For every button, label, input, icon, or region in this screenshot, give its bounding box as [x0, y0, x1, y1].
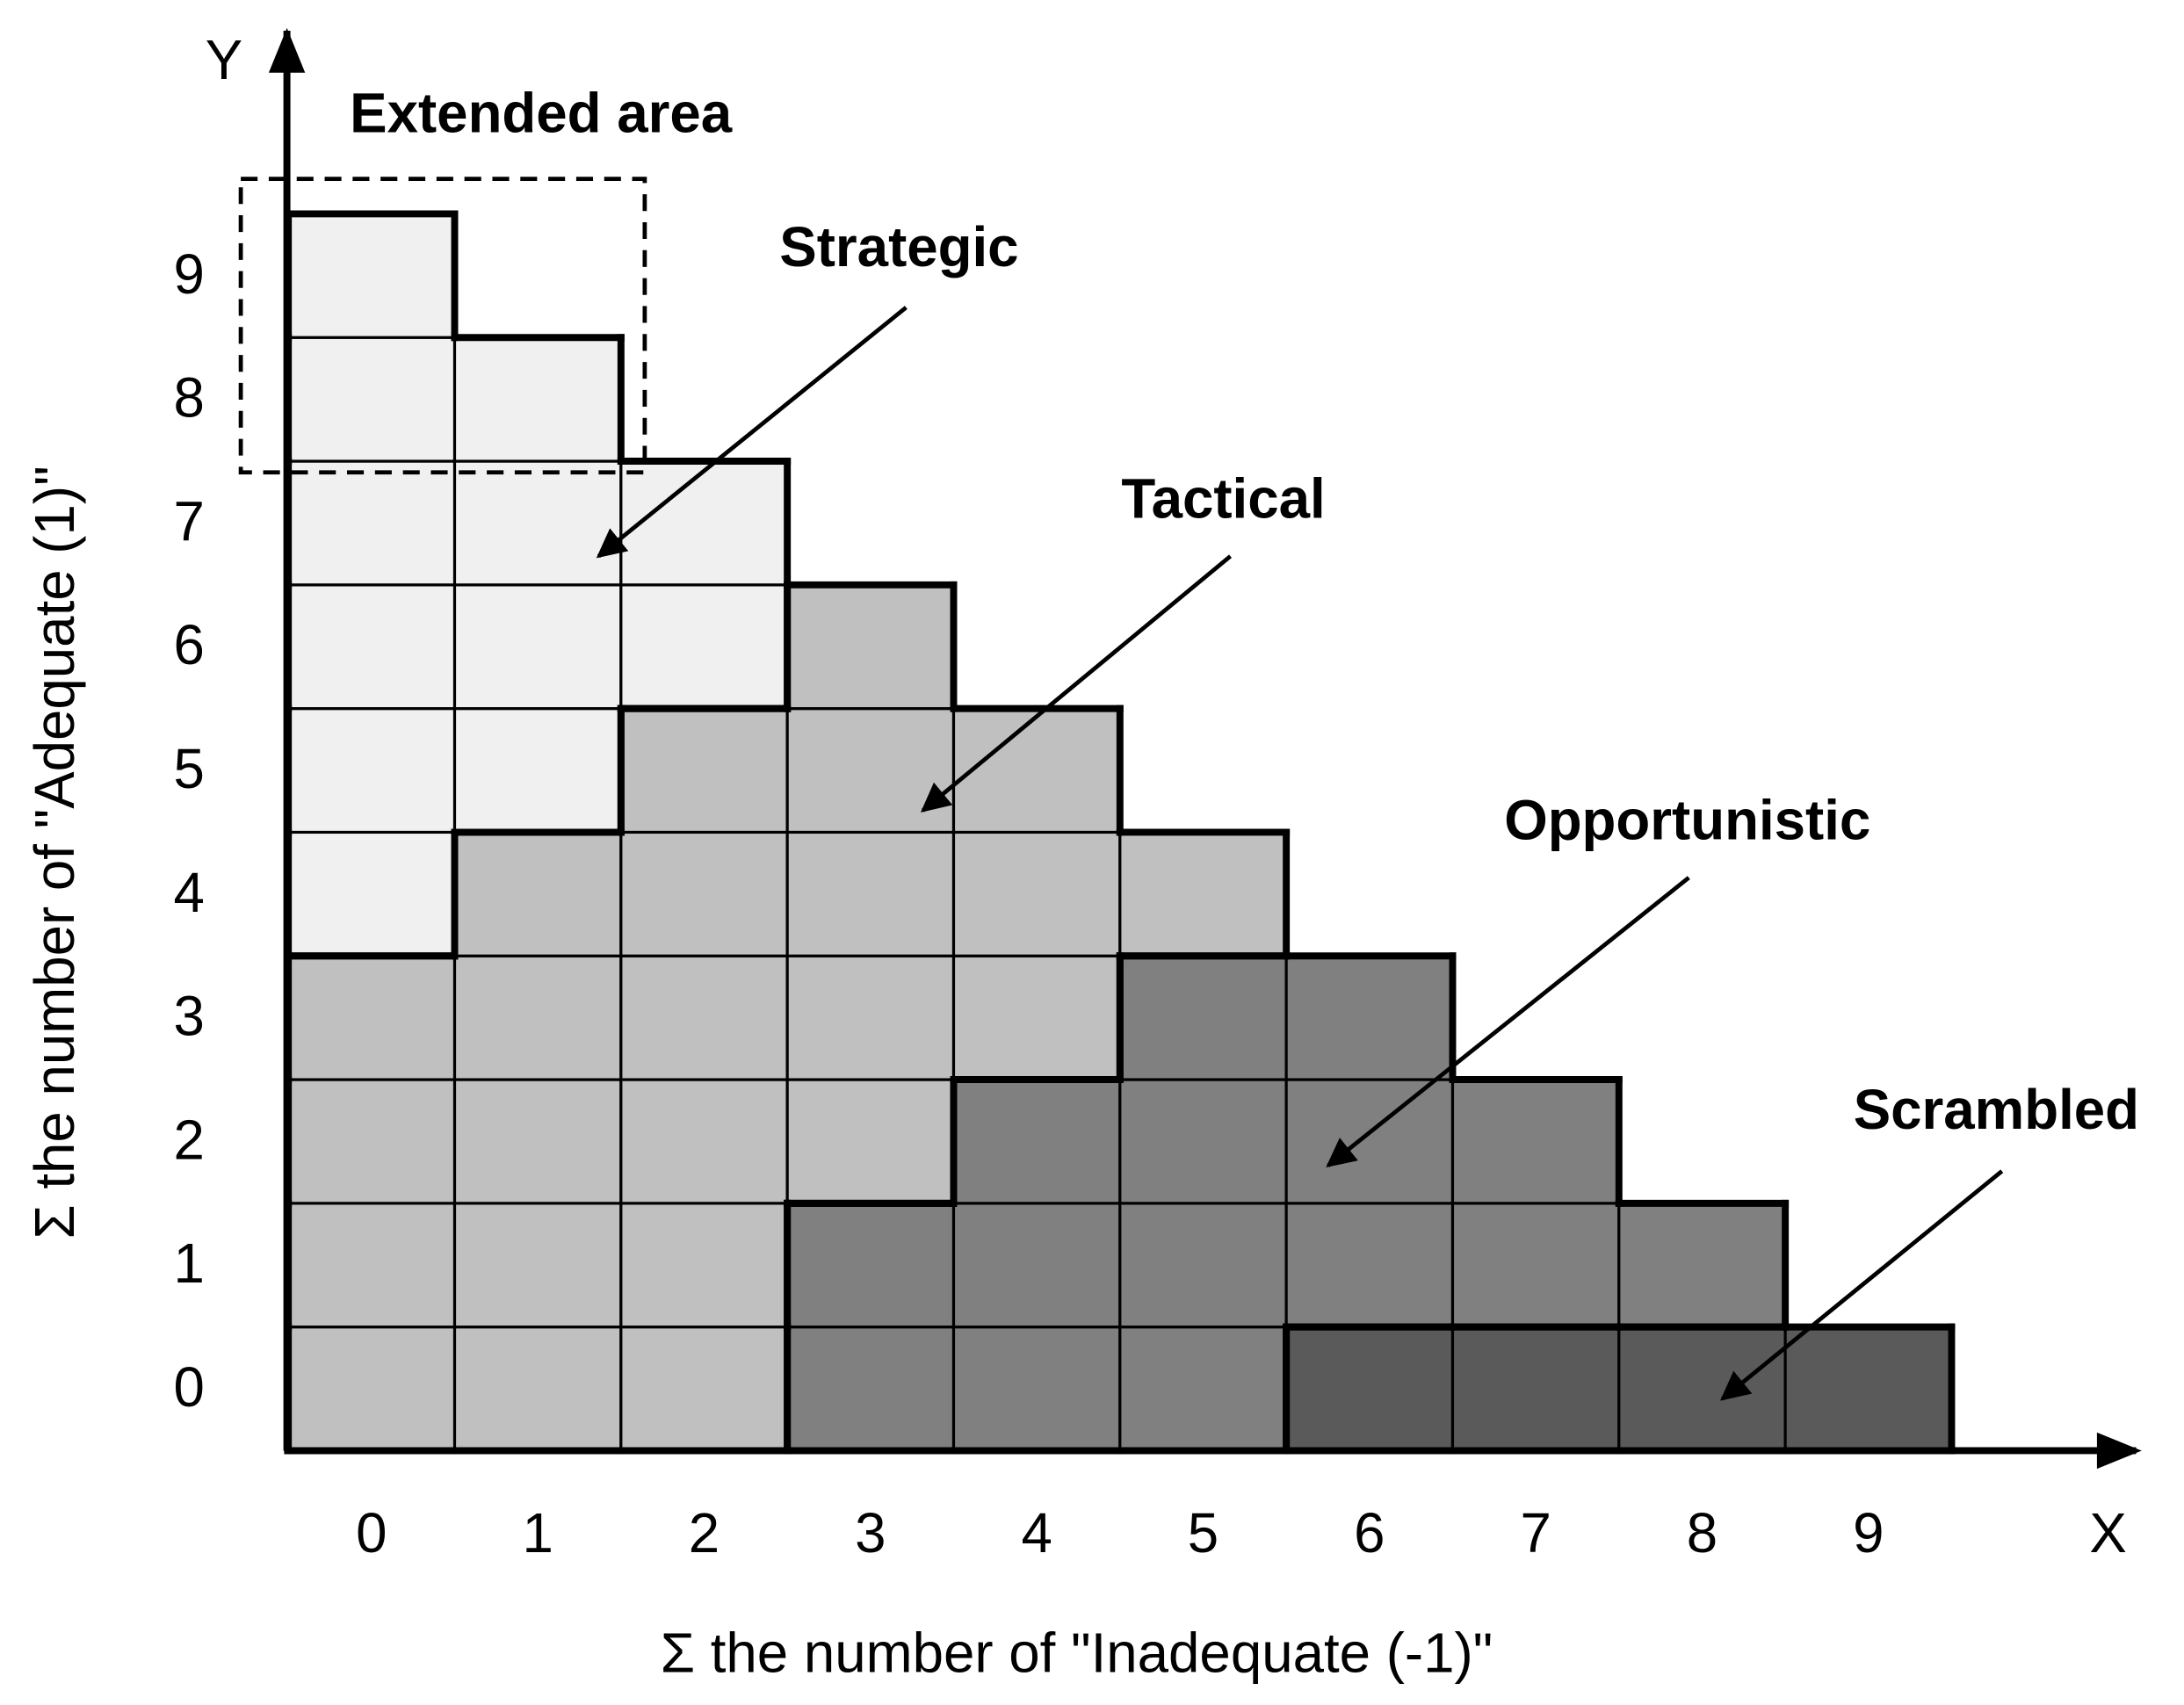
x-tick-label: 2 [689, 1502, 720, 1564]
x-tick-label: 8 [1687, 1502, 1718, 1564]
grid [286, 212, 1954, 1453]
cell [1284, 1078, 1455, 1205]
region-label: Scrambled [1854, 1079, 2139, 1141]
cell [1450, 1326, 1621, 1453]
arrow [1719, 1169, 2004, 1401]
cell [1284, 954, 1455, 1081]
cell [286, 583, 457, 711]
cell [1284, 1326, 1455, 1453]
y-tick-label: 2 [174, 1109, 205, 1171]
cell [1118, 830, 1288, 957]
cell [1617, 1326, 1787, 1453]
cell [785, 707, 956, 834]
cell [1617, 1202, 1787, 1329]
cell [619, 1326, 789, 1453]
cell [951, 1326, 1122, 1453]
cell [619, 954, 789, 1081]
x-tick-label: 6 [1354, 1502, 1385, 1564]
cell [1118, 1202, 1288, 1329]
cell [619, 1202, 789, 1329]
cell [452, 707, 623, 834]
cell [286, 707, 457, 834]
cell [785, 830, 956, 957]
x-axis-title: Σ the number of "Inadequate (-1)" [661, 1622, 1493, 1685]
region-label: Strategic [779, 216, 1018, 278]
cell [1118, 1326, 1288, 1453]
region-label: Tactical [1121, 468, 1325, 531]
cell [452, 336, 623, 463]
cell [286, 1202, 457, 1329]
cell [452, 830, 623, 957]
cell [452, 583, 623, 711]
x-tick-label: 7 [1520, 1502, 1551, 1564]
cell [452, 1326, 623, 1453]
x-tick-label: 4 [1021, 1502, 1052, 1564]
cell [286, 1078, 457, 1205]
cell [286, 954, 457, 1081]
cell [1783, 1326, 1954, 1453]
cell [951, 1078, 1122, 1205]
x-tick-label: 3 [855, 1502, 886, 1564]
cell [785, 1326, 956, 1453]
cell [452, 459, 623, 587]
extended-area-box [238, 177, 647, 475]
arrow [1326, 876, 1690, 1167]
y-tick-label: 4 [174, 862, 205, 924]
y-axis-title: Σ the number of "Adequate (1)" [24, 466, 86, 1239]
cell [286, 459, 457, 587]
y-tick-label: 5 [174, 738, 205, 800]
y-tick-label: 0 [174, 1356, 205, 1419]
y-tick-label: 7 [174, 490, 205, 553]
x-tick-label: 9 [1853, 1502, 1884, 1564]
cell [286, 1326, 457, 1453]
cell [785, 1202, 956, 1329]
y-tick-label: 1 [174, 1232, 205, 1295]
extended-area-label: Extended area [350, 82, 733, 144]
cell [619, 583, 789, 711]
cell [951, 830, 1122, 957]
cell [951, 707, 1122, 834]
arrow [596, 306, 908, 559]
cell [452, 1078, 623, 1205]
cell [286, 336, 457, 463]
cell [1450, 1078, 1621, 1205]
cell [619, 707, 789, 834]
region-label: Opportunistic [1504, 789, 1870, 851]
y-axis-letter: Y [206, 29, 242, 91]
arrow [920, 554, 1233, 813]
cell [785, 1078, 956, 1205]
cell [619, 459, 789, 587]
cell [1118, 1078, 1288, 1205]
x-tick-label: 5 [1188, 1502, 1219, 1564]
cell [619, 830, 789, 957]
x-axis-arrow [2096, 1432, 2142, 1470]
x-axis-letter: X [2089, 1502, 2126, 1564]
y-tick-label: 9 [174, 243, 205, 306]
x-tick-label: 1 [522, 1502, 553, 1564]
y-tick-label: 8 [174, 367, 205, 430]
cell [951, 954, 1122, 1081]
y-tick-label: 6 [174, 614, 205, 676]
cell [785, 954, 956, 1081]
cell [619, 1078, 789, 1205]
cell [1284, 1202, 1455, 1329]
cell [951, 1202, 1122, 1329]
cell [286, 830, 457, 957]
cell [286, 212, 457, 339]
cell [785, 583, 956, 711]
cell [1450, 1202, 1621, 1329]
cell [1118, 954, 1288, 1081]
x-tick-label: 0 [356, 1502, 387, 1564]
y-axis-arrow [268, 27, 306, 73]
cell [452, 954, 623, 1081]
y-tick-label: 3 [174, 986, 205, 1048]
cell [452, 1202, 623, 1329]
